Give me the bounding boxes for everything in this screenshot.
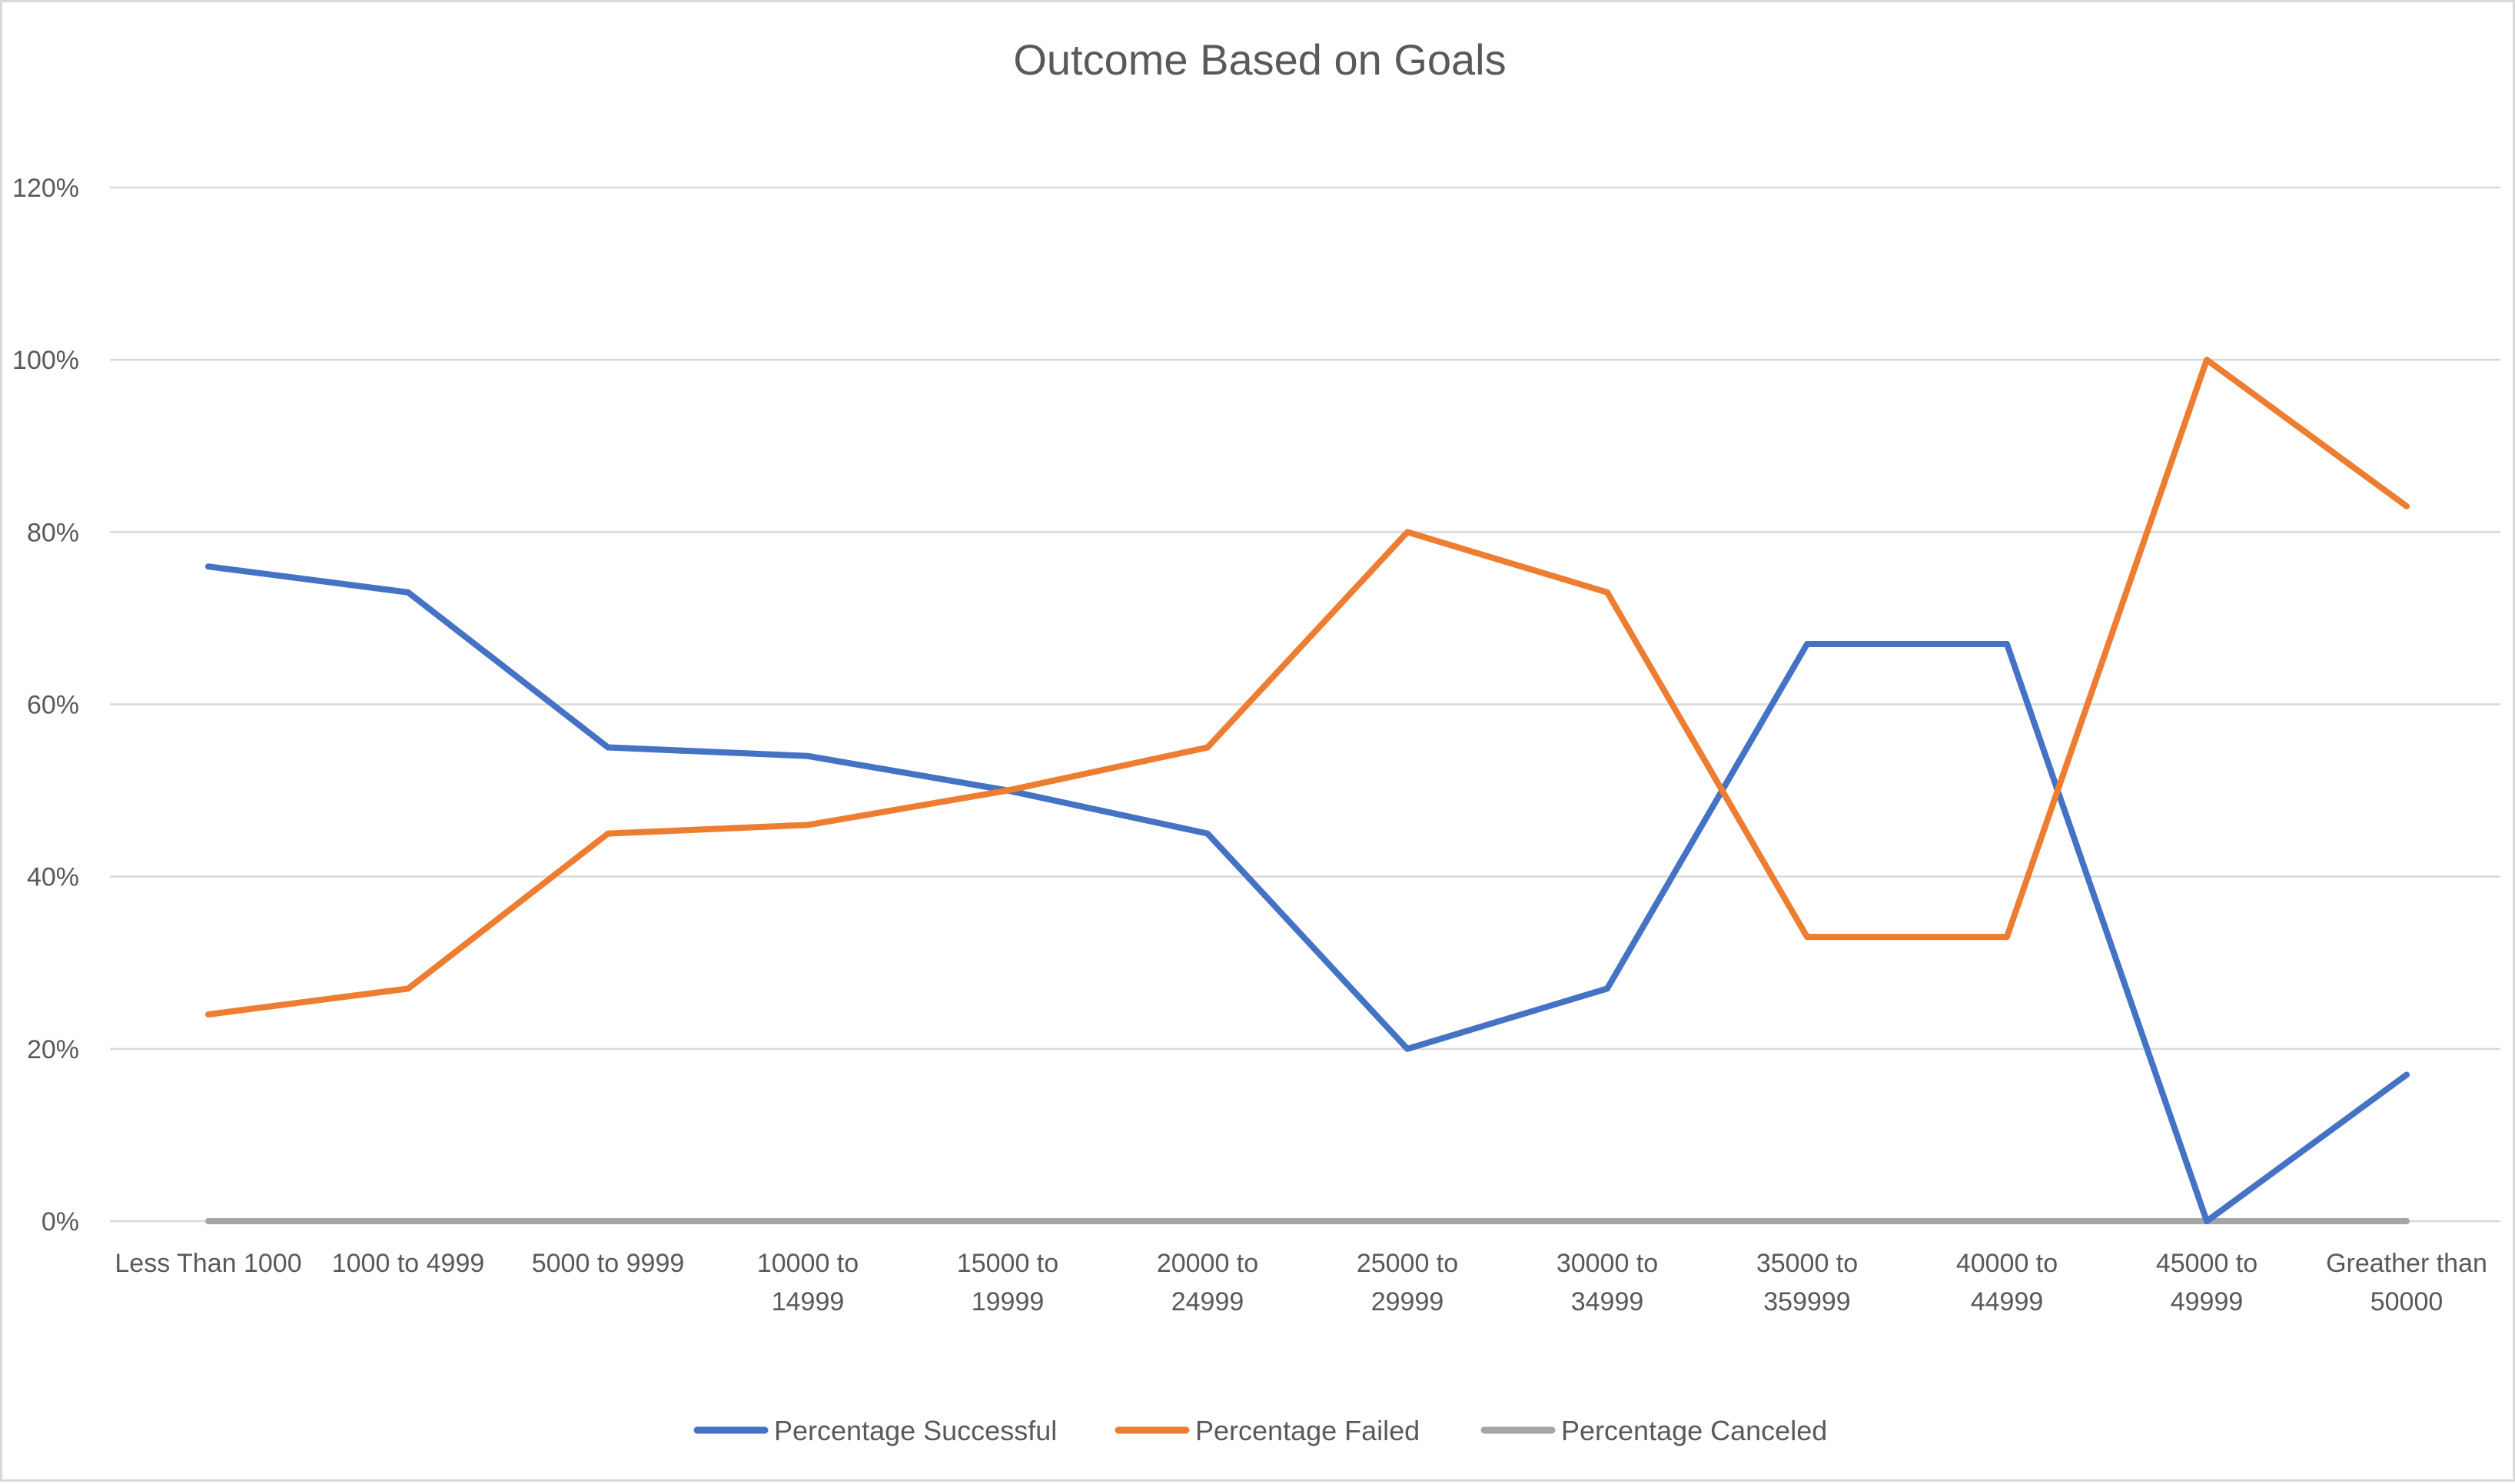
gridlines (110, 186, 2500, 1223)
legend-label: Percentage Successful (774, 1415, 1057, 1446)
x-tick-label: Greather than 50000 (2326, 1249, 2487, 1316)
series-line-percentage-failed (205, 357, 2410, 1018)
y-tick-label: 100% (12, 346, 79, 375)
x-tick-label: Less Than 1000 (115, 1249, 301, 1278)
y-tick-label: 60% (27, 691, 79, 720)
legend-label: Percentage Failed (1195, 1415, 1420, 1446)
series-line-percentage-successful (205, 563, 2410, 1224)
y-axis-ticks: 0% 20% 40% 60% 80% 100% 120% (12, 174, 79, 1237)
y-tick-label: 80% (27, 518, 79, 547)
x-tick-label: 25000 to 29999 (1357, 1249, 1458, 1316)
y-tick-label: 0% (42, 1207, 79, 1237)
x-tick-label: 1000 to 4999 (332, 1249, 485, 1278)
x-tick-label: 30000 to 34999 (1557, 1249, 1658, 1316)
x-axis-ticks: Less Than 1000 1000 to 4999 5000 to 9999 10… (115, 1249, 2487, 1316)
series-lines (205, 357, 2410, 1224)
x-tick-label: 15000 to 19999 (957, 1249, 1058, 1316)
x-tick-label: 5000 to 9999 (532, 1249, 685, 1278)
x-tick-label: 40000 to 44999 (1956, 1249, 2058, 1316)
x-tick-label: 20000 to 24999 (1157, 1249, 1258, 1316)
legend-label: Percentage Canceled (1561, 1415, 1827, 1446)
x-tick-label: 45000 to 49999 (2156, 1249, 2258, 1316)
x-tick-label: 10000 to 14999 (757, 1249, 859, 1316)
y-tick-label: 120% (12, 174, 79, 203)
chart-title: Outcome Based on Goals (1013, 35, 1506, 84)
legend: Percentage Successful Percentage Failed Pe… (693, 1415, 1827, 1446)
y-tick-label: 40% (27, 863, 79, 892)
x-tick-label: 35000 to 359999 (1756, 1249, 1858, 1316)
y-tick-label: 20% (27, 1035, 79, 1064)
